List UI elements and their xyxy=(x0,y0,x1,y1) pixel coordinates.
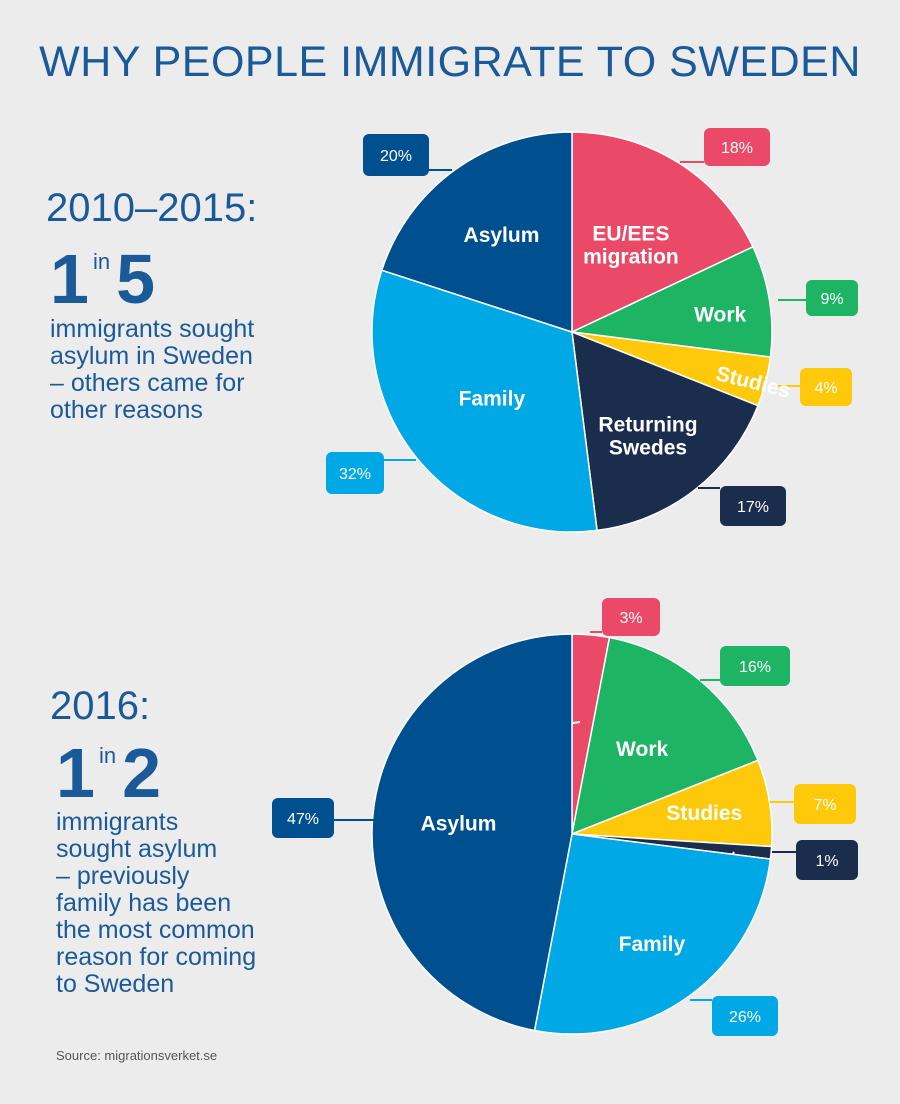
slice-label-line: Studies xyxy=(666,802,742,825)
callout-family: 26% xyxy=(690,996,778,1036)
description-line: other reasons xyxy=(50,396,203,424)
callout-value: 20% xyxy=(380,148,412,165)
description-line: to Sweden xyxy=(56,970,175,998)
slice-label-work: Work xyxy=(616,738,668,761)
callout-studies: 7% xyxy=(770,784,856,824)
ratio-in: in xyxy=(98,743,117,768)
callout-box xyxy=(806,280,858,316)
slice-label-returning-swedes: Returning Swedes xyxy=(598,413,697,459)
ratio-denominator: 5 xyxy=(116,240,155,318)
slice-label-line: Work xyxy=(616,738,668,761)
panel2-description: immigrants sought asylum – previously fa… xyxy=(56,809,256,998)
description-line: immigrants xyxy=(56,808,179,836)
pie-slice-work xyxy=(571,636,759,836)
callout-asylum: 47% xyxy=(272,798,374,838)
callout-eu-ees-migration: 3% xyxy=(590,598,660,636)
slice-label-line: EU/EES xyxy=(592,223,669,246)
ratio-numerator: 1 xyxy=(56,734,95,812)
callout-value: 32% xyxy=(339,466,371,483)
callout-box xyxy=(602,598,660,636)
callout-box xyxy=(800,368,852,406)
pie-slice-asylum xyxy=(380,131,573,334)
callout-family: 32% xyxy=(326,452,416,494)
description-line: the most common xyxy=(56,916,255,944)
callout-value: 17% xyxy=(737,499,769,516)
callout-box xyxy=(794,784,856,824)
slice-label-line: Returning xyxy=(598,413,697,436)
callout-box xyxy=(363,134,429,176)
callout-work: 9% xyxy=(778,280,858,316)
description-line: – previously xyxy=(56,862,190,890)
callout-value: 1% xyxy=(815,853,838,870)
pie-slice-eu-ees-migration xyxy=(571,131,754,334)
ratio-in: in xyxy=(92,249,111,274)
pie-slice-family xyxy=(371,269,598,533)
slice-label-family: Family xyxy=(459,387,526,410)
panel1-description: immigrants sought asylum in Sweden – oth… xyxy=(50,316,254,424)
pie-chart-2016: 3%EU/EESmigration16%Work7%Studies1%Quota… xyxy=(272,598,858,1036)
slice-label-line: Asylum xyxy=(421,812,497,835)
callout-quota-refugees: 1% xyxy=(772,840,858,880)
callout-asylum: 20% xyxy=(363,134,452,176)
callout-value: 18% xyxy=(721,140,753,157)
ratio-1-in-5: 1 in5 xyxy=(50,244,155,314)
slice-label-studies: Studies xyxy=(666,802,742,825)
pie-slice-asylum xyxy=(371,633,573,1032)
callout-box xyxy=(796,840,858,880)
slice-label-line: Swedes xyxy=(609,436,687,459)
period-2010-2015: 2010–2015: xyxy=(46,186,258,230)
pie-chart-2010-2015: 18%EU/EES migration9%Work4%Studies17%Retu… xyxy=(326,128,858,533)
callout-work: 16% xyxy=(700,646,790,686)
callout-box xyxy=(720,646,790,686)
callout-value: 7% xyxy=(813,797,836,814)
callout-eu-ees-migration: 18% xyxy=(680,128,770,166)
callout-studies: 4% xyxy=(776,368,852,406)
callout-box xyxy=(272,798,334,838)
slice-label-family: Family xyxy=(619,933,686,956)
slice-label-line: Family xyxy=(619,933,686,956)
pie-slice-returning-swedes xyxy=(571,330,759,532)
page-title: WHY PEOPLE IMMIGRATE TO SWEDEN xyxy=(39,38,861,86)
slice-label-work: Work xyxy=(694,304,746,327)
callout-value: 4% xyxy=(814,380,837,397)
slice-label-line: Asylum xyxy=(464,224,540,247)
callout-box xyxy=(712,996,778,1036)
ratio-numerator: 1 xyxy=(50,240,89,318)
ratio-denominator: 2 xyxy=(122,734,161,812)
pie-slice-family xyxy=(533,833,772,1035)
callout-value: 9% xyxy=(820,291,843,308)
slice-label-line: Family xyxy=(459,387,526,410)
description-line: family has been xyxy=(56,889,232,917)
slice-label-asylum: Asylum xyxy=(421,812,497,835)
callout-value: 16% xyxy=(739,659,771,676)
callout-value: 26% xyxy=(729,1009,761,1026)
callout-value: 47% xyxy=(287,811,319,828)
callout-box xyxy=(720,486,786,526)
slice-label-asylum: Asylum xyxy=(464,224,540,247)
description-line: – others came for xyxy=(50,369,245,397)
source-note: Source: migrationsverket.se xyxy=(56,1048,218,1063)
slice-label-line: migration xyxy=(583,246,679,269)
callout-box xyxy=(704,128,770,166)
description-line: reason for coming xyxy=(56,943,257,971)
callout-box xyxy=(326,452,384,494)
description-line: asylum in Sweden xyxy=(50,342,253,370)
description-line: sought asylum xyxy=(56,835,218,863)
ratio-1-in-2: 1 in2 xyxy=(56,738,161,808)
period-2016: 2016: xyxy=(50,684,151,728)
slice-label-line: Work xyxy=(694,304,746,327)
description-line: immigrants sought xyxy=(50,315,255,343)
pie-slice-work xyxy=(569,245,773,358)
callout-value: 3% xyxy=(619,610,642,627)
callout-returning-swedes: 17% xyxy=(698,486,786,526)
